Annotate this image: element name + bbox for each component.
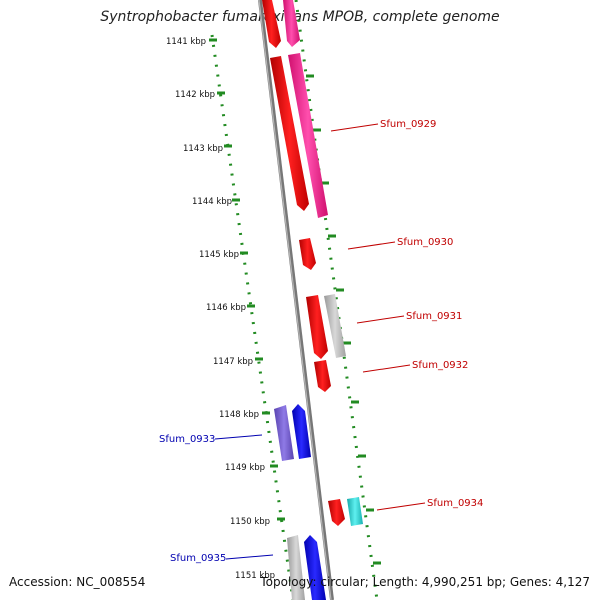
ruler-ticks-left [209,38,285,521]
gene-sfum-0931[interactable] [306,295,328,359]
gene-sfum-0934-red[interactable] [328,499,345,526]
gene-label-sfum-0929[interactable]: Sfum_0929 [380,119,436,130]
ruler-label-1149: 1149 kbp [225,463,265,473]
ruler-label-1143: 1143 kbp [183,144,223,154]
gene-sfum-0935-gray[interactable] [287,535,305,600]
map-title: Syntrophobacter fumaroxidans MPOB, compl… [100,9,500,25]
ruler-label-1147: 1147 kbp [213,357,253,367]
gene-sfum-0932[interactable] [314,360,331,392]
gene-sfum-0933-blue[interactable] [292,404,311,459]
gene-pink-long[interactable] [288,53,328,218]
gene-top-red-partial[interactable] [262,0,281,48]
ruler-label-1145: 1145 kbp [199,250,239,260]
gene-sfum-0934-cyan[interactable] [347,497,363,526]
gene-label-sfum-0933[interactable]: Sfum_0933 [159,434,215,445]
gene-sfum-0933-purple[interactable] [274,405,294,461]
ruler-label-1150: 1150 kbp [230,517,270,527]
gene-top-pink-partial[interactable] [283,0,300,47]
gene-sfum-0930[interactable] [299,238,316,270]
genome-summary-text: Topology: circular; Length: 4,990,251 bp… [260,575,590,589]
ruler-dotted-line-left [210,34,295,600]
ruler-label-1148: 1148 kbp [219,410,259,420]
gene-red-long[interactable] [270,56,309,211]
ruler-label-1142: 1142 kbp [175,90,215,100]
ruler-label-1144: 1144 kbp [192,197,232,207]
ruler-label-1151: 1151 kbp [235,571,275,581]
gene-label-sfum-0934[interactable]: Sfum_0934 [427,498,483,509]
gene-label-leaders [214,123,426,560]
genome-backbone-highlight [258,0,332,600]
gene-label-sfum-0931[interactable]: Sfum_0931 [406,311,462,322]
ruler-dotted-line-right [294,0,379,600]
accession-text: Accession: NC_008554 [9,575,146,589]
gene-label-sfum-0932[interactable]: Sfum_0932 [412,360,468,371]
ruler-label-1146: 1146 kbp [206,303,246,313]
gene-sfum-0935-blue[interactable] [304,535,326,600]
gene-sfum-0931-gray[interactable] [324,294,346,358]
ruler-label-1141: 1141 kbp [166,37,206,47]
gene-label-sfum-0935[interactable]: Sfum_0935 [170,553,226,564]
gene-label-sfum-0930[interactable]: Sfum_0930 [397,237,453,248]
genome-backbone [258,0,334,600]
ruler-ticks-right [306,74,381,565]
